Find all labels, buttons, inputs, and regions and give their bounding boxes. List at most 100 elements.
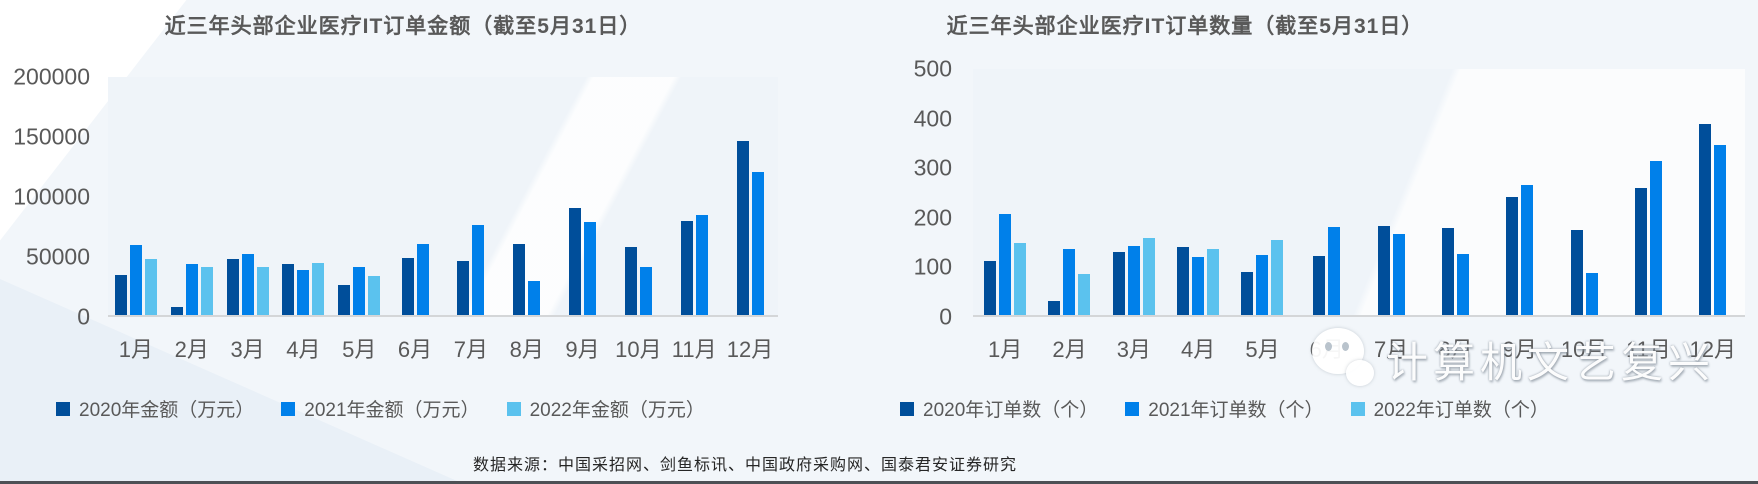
bar [256, 267, 269, 315]
x-tick-label: 7月 [453, 337, 488, 362]
chart-order-amount: 近三年头部企业医疗IT订单金额（截至5月31日） 0 50000 100000 150… [8, 10, 808, 472]
bar-group [1488, 69, 1552, 315]
bar [1441, 227, 1454, 315]
bar-group [220, 77, 276, 315]
x-tick-label: 12月 [726, 337, 774, 362]
bar [1207, 248, 1220, 315]
bar [624, 247, 637, 315]
bar-group [1037, 69, 1101, 315]
bar-group [1681, 69, 1745, 315]
bar [569, 207, 582, 315]
chart-title: 近三年头部企业医疗IT订单数量（截至5月31日） [946, 15, 1424, 38]
watermark-text: 计算机文艺复兴 [1386, 338, 1716, 386]
watermark: 计算机文艺复兴 [1312, 326, 1715, 392]
legend: 2020年订单数（个） 2021年订单数（个） 2022年订单数（个） [900, 395, 1549, 422]
bar [1063, 249, 1076, 315]
chart-order-count: 近三年头部企业医疗IT订单数量（截至5月31日） 0 100 200 300 400 50… [855, 10, 1758, 472]
bar [241, 254, 254, 315]
bar [401, 257, 414, 315]
x-tick-label: 2月 [174, 337, 209, 362]
y-tick-label: 100 [913, 253, 952, 280]
bar [312, 262, 325, 315]
bar [1328, 226, 1341, 315]
bar [226, 259, 239, 315]
bar [1506, 196, 1519, 315]
x-tick-label: 9月 [565, 337, 600, 362]
x-tick-label: 7月 [1374, 337, 1409, 362]
wechat-eye [1325, 342, 1332, 351]
y-tick-label: 50000 [26, 243, 90, 270]
bar [416, 243, 429, 315]
y-tick-label: 500 [913, 55, 952, 82]
bar [282, 263, 295, 315]
x-tick-label: 5月 [342, 337, 377, 362]
bar-group [275, 77, 331, 315]
bar [695, 215, 708, 315]
x-tick-label: 11月 [1626, 337, 1671, 362]
bar [680, 221, 693, 315]
bar [1313, 256, 1326, 315]
bar [1078, 274, 1091, 315]
legend-swatch [1125, 401, 1140, 416]
legend-label: 2021年金额（万元） [304, 400, 480, 421]
legend-swatch [506, 401, 521, 416]
x-tick-label: 1月 [118, 337, 154, 362]
legend-swatch [281, 401, 296, 416]
bar [984, 260, 997, 315]
chart-title: 近三年头部企业医疗IT订单金额（截至5月31日） [164, 15, 642, 38]
bar [472, 224, 485, 315]
legend-item: 2021年金额（万元） [281, 395, 480, 422]
bar [368, 275, 381, 315]
bar-group [443, 77, 499, 315]
bar-group [666, 77, 722, 315]
bar-group [1552, 69, 1616, 315]
bar [1699, 123, 1712, 315]
legend-item: 2020年金额（万元） [56, 395, 254, 422]
bar [1256, 255, 1269, 315]
wechat-icon [1312, 326, 1374, 392]
x-tick-label: 4月 [286, 337, 321, 362]
bar [144, 259, 157, 315]
y-axis: 0 100 200 300 400 500 [885, 57, 960, 328]
x-tick-label: 10月 [615, 337, 662, 362]
bar [736, 141, 749, 315]
bar [1377, 225, 1390, 315]
bar [1112, 252, 1125, 315]
bar-group [331, 77, 387, 315]
legend-label: 2022年金额（万元） [529, 400, 705, 421]
bar [1585, 272, 1598, 315]
y-tick-label: 0 [77, 303, 90, 330]
bar [1634, 188, 1647, 315]
bar-group [1616, 69, 1680, 315]
legend-label: 2020年金额（万元） [79, 400, 255, 421]
y-tick-label: 100000 [13, 183, 90, 210]
x-tick-label: 8月 [1438, 337, 1473, 362]
plot-area [108, 77, 778, 317]
bar [1714, 145, 1727, 315]
bar-group [610, 77, 666, 315]
bar [1649, 160, 1662, 315]
y-tick-label: 0 [939, 303, 952, 330]
x-tick-label: 5月 [1245, 337, 1280, 362]
y-tick-label: 300 [913, 154, 952, 181]
plot-wrap: 0 100 200 300 400 500 [855, 57, 1758, 328]
legend-label: 2020年订单数（个） [923, 400, 1099, 421]
bar-group [499, 77, 555, 315]
bar [1271, 239, 1284, 315]
x-tick-label: 9月 [1502, 337, 1537, 362]
bar [513, 243, 526, 315]
legend-swatch [1350, 401, 1365, 416]
legend-item: 2022年金额（万元） [506, 395, 705, 422]
bar [457, 261, 470, 315]
x-axis-labels: 1月 2月 3月 4月 5月 6月 7月 8月 9月 10月 11月 12月 [108, 332, 778, 362]
bar [528, 280, 541, 315]
bar-group [387, 77, 443, 315]
bar [751, 172, 764, 315]
bar [185, 263, 198, 315]
bar [1014, 242, 1027, 315]
legend-item: 2022年订单数（个） [1350, 395, 1549, 422]
bar-group [1295, 69, 1359, 315]
bar [297, 269, 310, 315]
bar-group [108, 77, 164, 315]
bar [1241, 272, 1254, 315]
